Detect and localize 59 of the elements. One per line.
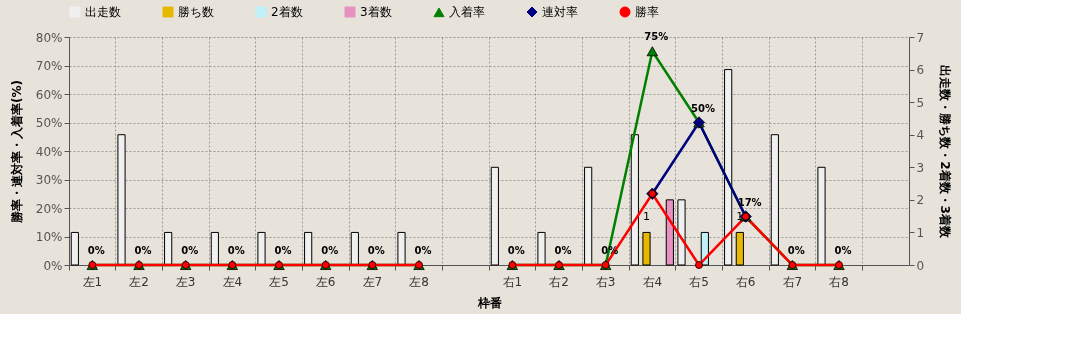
y-tick-label: 30% (35, 173, 63, 187)
x-tick-label: 右8 (829, 274, 849, 289)
y2-tick-label: 0 (916, 258, 925, 273)
legend-label: 出走数 (85, 5, 121, 19)
data-label: 0% (227, 245, 245, 256)
x-tick-label: 右4 (642, 274, 663, 289)
data-label: 0% (87, 245, 105, 256)
x-tick-label: 右2 (549, 274, 569, 289)
legend-label: 勝率 (635, 5, 659, 19)
x-axis-title: 枠番 (476, 295, 502, 310)
y-tick-label: 20% (35, 201, 63, 216)
data-label: 1 (643, 210, 650, 224)
data-label: 0% (321, 245, 339, 256)
data-label: 0% (181, 245, 199, 256)
data-label: 0% (834, 245, 852, 256)
legend-label: 2着数 (271, 5, 303, 19)
data-label: 0% (367, 245, 385, 256)
legend-label: 入着率 (449, 5, 485, 20)
data-label: 0% (507, 245, 525, 256)
x-tick-label: 左4 (222, 274, 243, 289)
data-label: 0% (554, 245, 572, 256)
y-tick-label: 70% (35, 59, 63, 73)
y2-tick-label: 7 (916, 30, 925, 45)
x-tick-label: 右6 (735, 274, 756, 289)
x-tick-label: 左2 (129, 274, 149, 289)
legend-label: 勝ち数 (178, 5, 214, 19)
y-tick-label: 80% (35, 30, 63, 45)
y-tick-label: 40% (35, 144, 63, 159)
x-tick-label: 右3 (595, 274, 616, 289)
y2-tick-label: 1 (916, 225, 925, 240)
y2-tick-label: 2 (916, 193, 925, 208)
x-tick-label: 右1 (502, 274, 523, 289)
y2-tick-label: 5 (916, 95, 925, 110)
x-tick-label: 右5 (689, 274, 709, 289)
data-label: 0% (134, 245, 152, 256)
x-tick-label: 左3 (175, 274, 196, 289)
x-tick-label: 左5 (269, 274, 289, 289)
y-tick-label: 10% (35, 230, 63, 244)
y-axis-title: 勝率・連対率・入着率(%) (9, 80, 24, 224)
y2-tick-label: 4 (916, 128, 925, 143)
data-label: 17% (737, 196, 762, 208)
y-tick-label: 0% (43, 258, 63, 273)
x-tick-label: 左8 (409, 274, 429, 289)
data-label: 0% (274, 245, 292, 256)
y2-tick-label: 3 (916, 160, 925, 175)
y2-axis-title: 出走数・勝ち数・2着数・3着数 (938, 65, 953, 239)
x-tick-label: 左6 (315, 274, 336, 289)
legend-label: 連対率 (542, 5, 578, 19)
y-tick-label: 50% (35, 116, 63, 130)
data-label: 0% (787, 245, 805, 256)
y-tick-label: 60% (35, 87, 63, 102)
x-tick-label: 右7 (782, 274, 803, 289)
x-tick-label: 左7 (362, 274, 383, 289)
data-label: 50% (691, 102, 715, 114)
x-tick-label: 左1 (82, 274, 103, 289)
data-label: 0% (414, 245, 432, 256)
data-label: 75% (644, 31, 669, 43)
legend-label: 3着数 (360, 5, 392, 19)
y2-tick-label: 6 (916, 63, 925, 78)
